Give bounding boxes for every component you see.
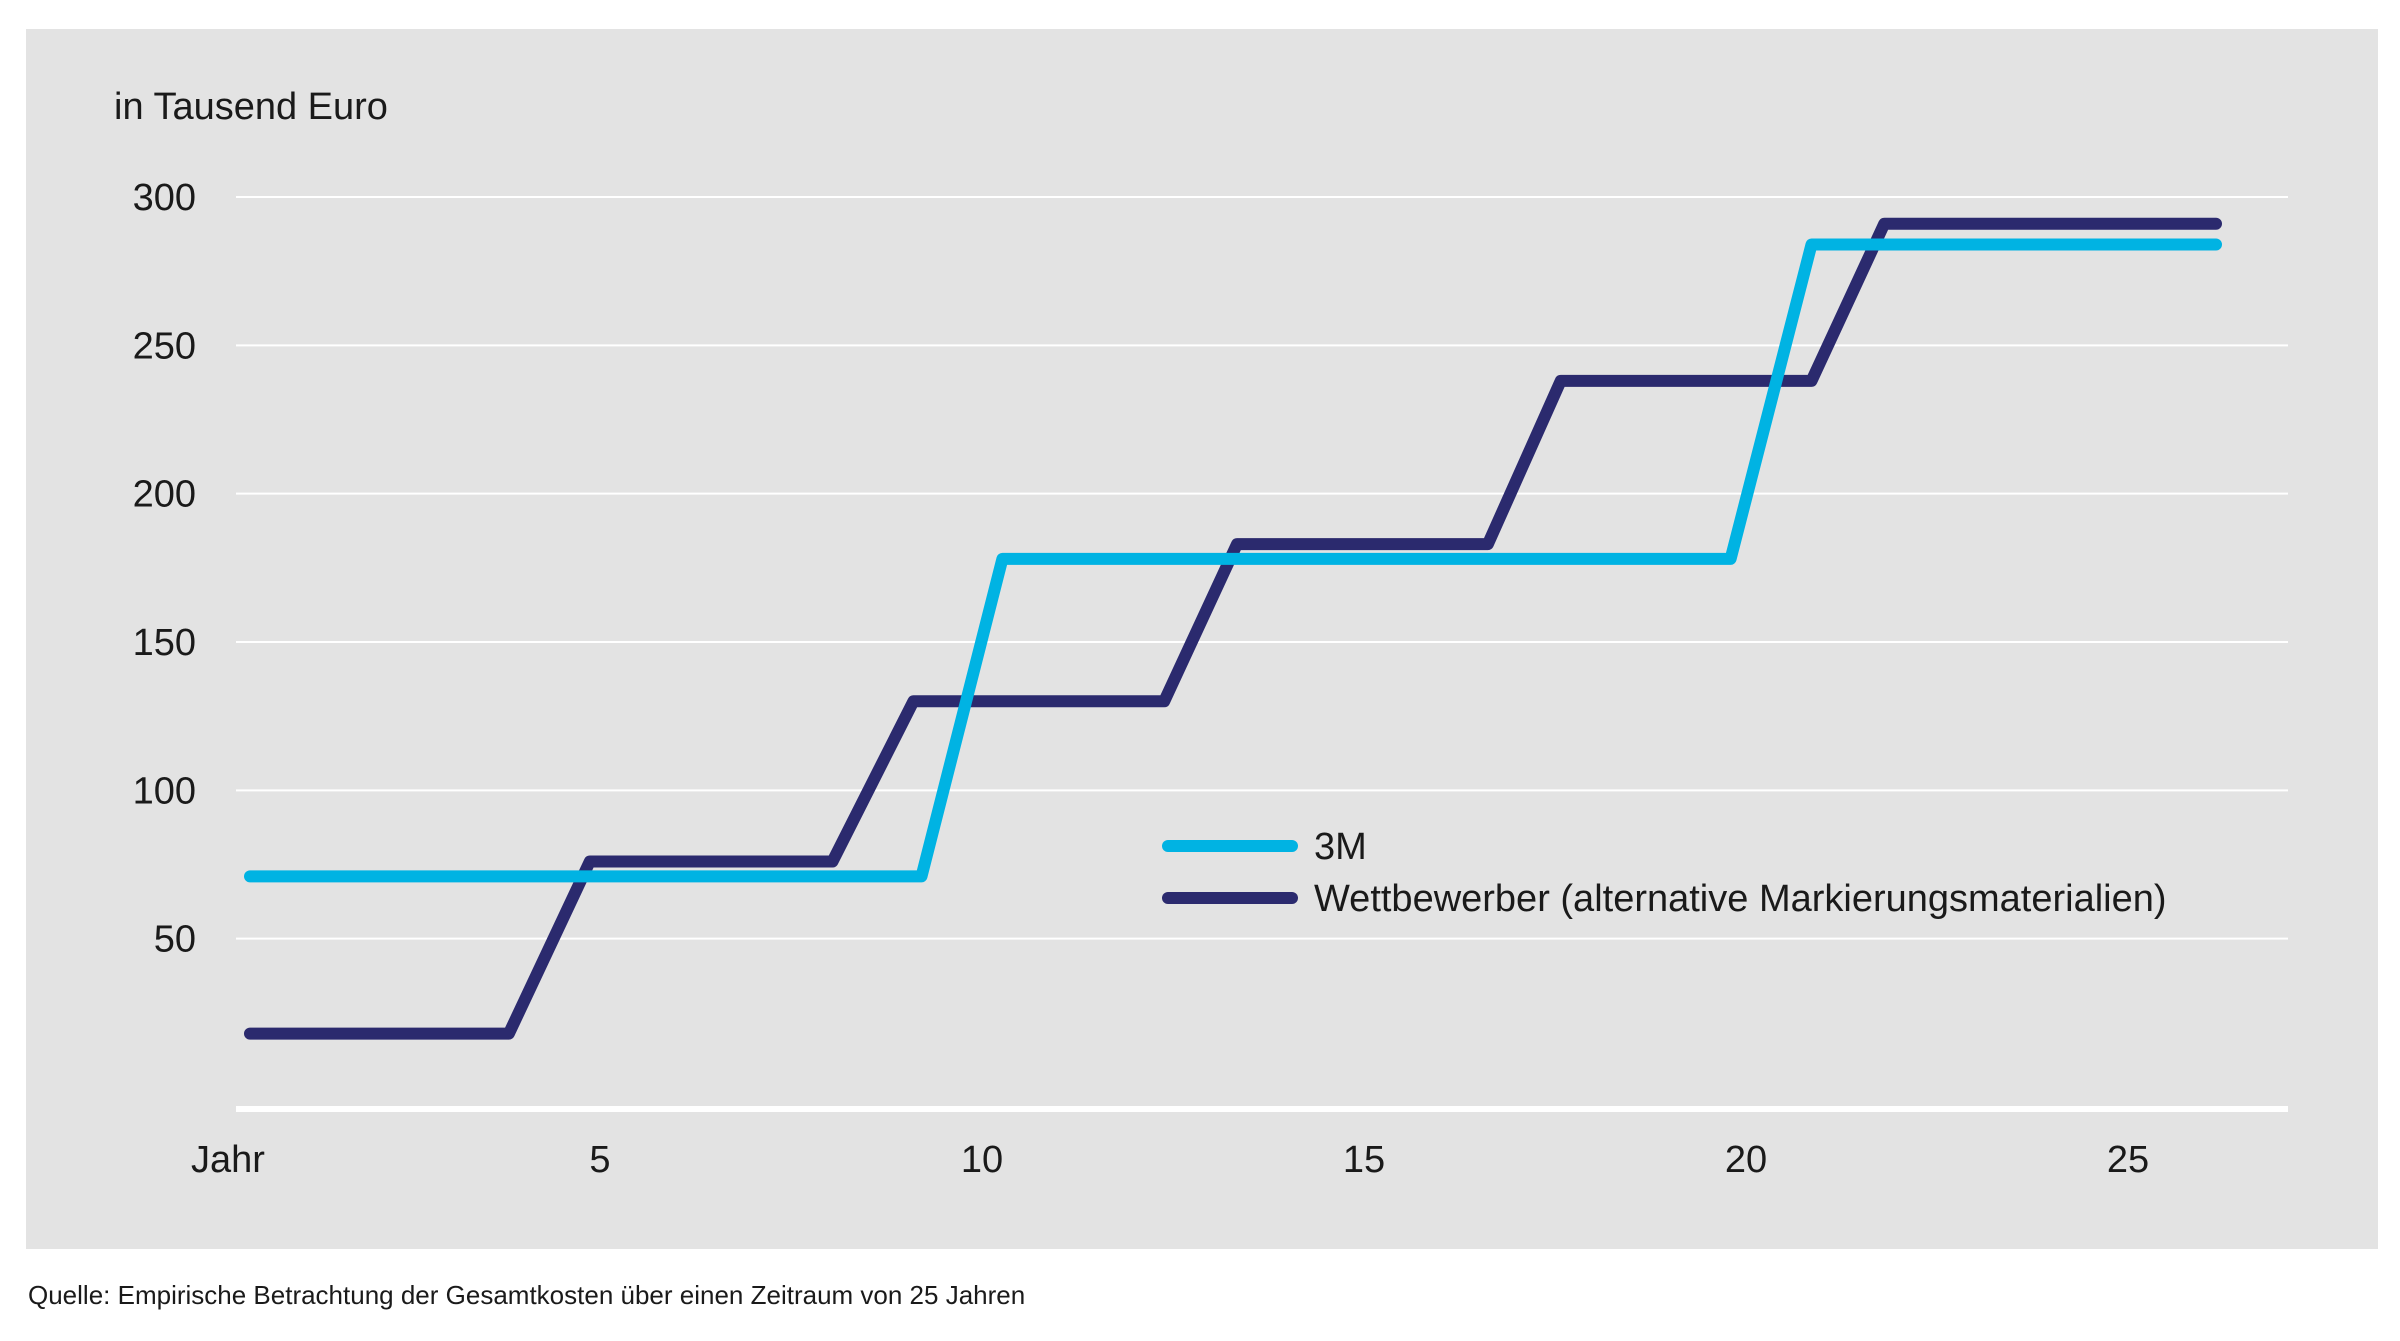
- y-axis-ticks: 50 100 150 200 250 300: [133, 177, 196, 961]
- y-tick-label-100: 100: [133, 770, 196, 812]
- x-tick-label-10: 10: [961, 1139, 1003, 1181]
- y-tick-label-150: 150: [133, 622, 196, 664]
- chart-panel: in Tausend Euro 50 100 150 200 250 300 Jahr 5 1…: [26, 29, 2378, 1249]
- y-tick-label-50: 50: [154, 919, 196, 961]
- series-lines: [244, 217, 2222, 1040]
- x-tick-label-20: 20: [1725, 1139, 1767, 1181]
- series-line-wettbewerber: [244, 217, 2222, 1040]
- legend-label-wettbewerber: Wettbewerber (alternative Markierungsmat…: [1314, 878, 2167, 920]
- x-tick-label-15: 15: [1343, 1139, 1385, 1181]
- gridlines: [236, 196, 2288, 1112]
- series-line-3m: [244, 238, 2222, 883]
- x-tick-label-5: 5: [589, 1139, 610, 1181]
- x-tick-label-25: 25: [2107, 1139, 2149, 1181]
- y-tick-label-250: 250: [133, 325, 196, 367]
- legend: 3M Wettbewerber (alternative Markierungs…: [1162, 826, 2167, 920]
- y-tick-label-200: 200: [133, 474, 196, 516]
- y-axis-title: in Tausend Euro: [114, 86, 388, 128]
- line-chart: in Tausend Euro 50 100 150 200 250 300 Jahr 5 1…: [114, 86, 2288, 1181]
- source-note: Quelle: Empirische Betrachtung der Gesam…: [28, 1280, 1026, 1310]
- legend-label-3m: 3M: [1314, 826, 1367, 868]
- x-axis-ticks: Jahr 5 10 15 20 25: [191, 1139, 2149, 1181]
- y-tick-label-300: 300: [133, 177, 196, 219]
- x-tick-label-jahr: Jahr: [191, 1139, 265, 1181]
